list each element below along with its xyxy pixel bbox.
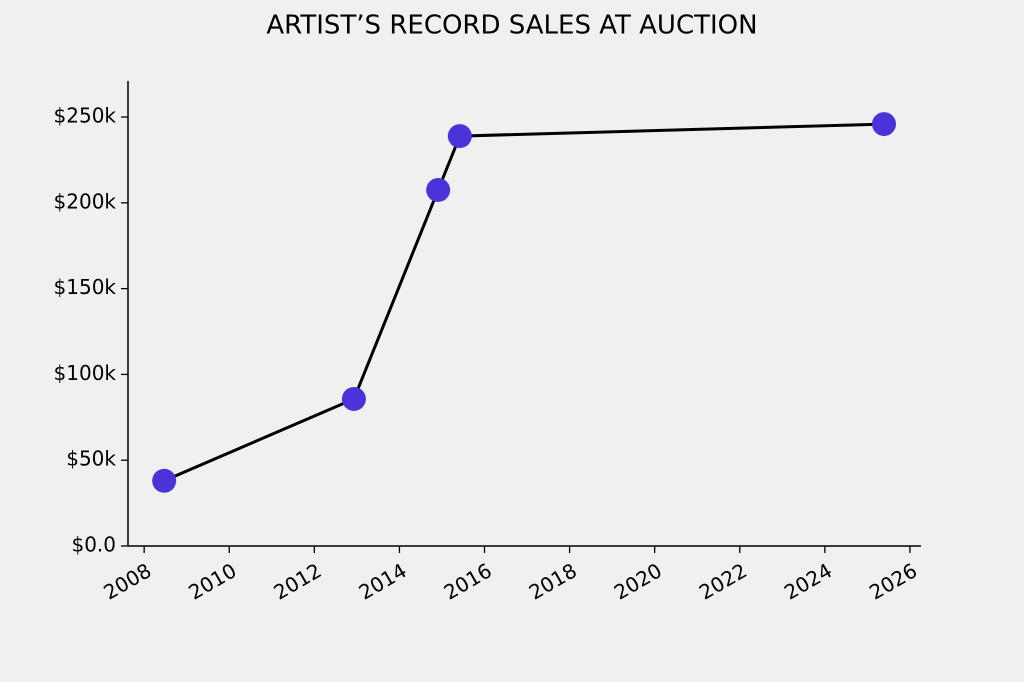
marker <box>152 468 177 493</box>
marker <box>426 177 451 202</box>
marker <box>871 112 896 137</box>
y-tick-label: $0.0 <box>71 533 116 557</box>
chart-title: ARTIST’S RECORD SALES AT AUCTION <box>266 11 757 41</box>
y-tick-label: $50k <box>66 447 116 471</box>
y-tick-label: $100k <box>54 361 117 385</box>
marker <box>447 124 472 149</box>
y-tick-label: $250k <box>54 104 117 128</box>
y-tick-label: $150k <box>54 275 117 299</box>
marker <box>341 386 366 411</box>
y-tick-label: $200k <box>54 189 117 213</box>
